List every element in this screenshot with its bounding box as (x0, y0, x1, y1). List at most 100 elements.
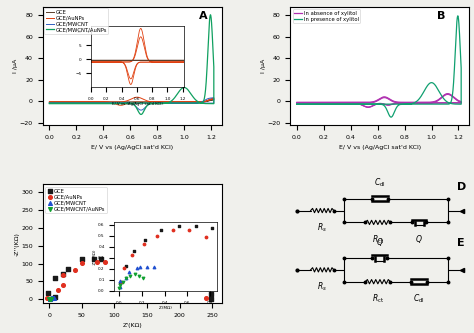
GCE (51, 275, 58, 281)
Legend: GCE, GCE/AuNPs, GCE/MWCNT, GCE/MWCNT/AuNPs: GCE, GCE/AuNPs, GCE/MWCNT, GCE/MWCNT/AuN… (46, 187, 107, 213)
GCE/AuNPs (165, 260, 173, 265)
In presence of xylitol (294, 102, 300, 106)
GCE/MWCNT/AuNPs (207, 102, 213, 106)
X-axis label: E/ V vs (Ag/AgCl sat'd KCl): E/ V vs (Ag/AgCl sat'd KCl) (338, 146, 421, 151)
GCE (78, 256, 85, 261)
Y-axis label: -Z''(KΩ): -Z''(KΩ) (15, 232, 20, 256)
Text: $Q$: $Q$ (415, 233, 423, 245)
GCE/AuNPs (125, 251, 133, 257)
GCE/MWCNT (46, 297, 53, 302)
Text: $R_s$: $R_s$ (317, 280, 327, 293)
Text: $R_s$: $R_s$ (317, 221, 327, 234)
GCE/MWCNT (67, 101, 73, 105)
Line: GCE: GCE (49, 99, 214, 102)
GCE/AuNPs (202, 295, 210, 300)
GCE/MWCNT/AuNPs (195, 101, 201, 105)
Text: $C_{\mathrm{dl}}$: $C_{\mathrm{dl}}$ (413, 292, 425, 305)
GCE/MWCNT/AuNPs (46, 297, 54, 302)
GCE/AuNPs (53, 100, 58, 104)
Text: A: A (199, 11, 207, 21)
GCE/AuNPs (46, 100, 52, 104)
GCE (207, 291, 215, 296)
GCE/AuNPs (46, 100, 52, 104)
GCE (211, 97, 217, 101)
GCE (105, 100, 111, 104)
GCE (91, 256, 98, 262)
Line: GCE/AuNPs: GCE/AuNPs (49, 97, 214, 105)
In presence of xylitol (294, 102, 300, 106)
GCE/AuNPs (59, 282, 67, 288)
GCE/AuNPs (54, 288, 62, 293)
Legend: In absence of xylitol, In presence of xylitol: In absence of xylitol, In presence of xy… (292, 9, 360, 23)
GCE/AuNPs (196, 282, 203, 287)
GCE/MWCNT (47, 296, 55, 301)
GCE/MWCNT (47, 296, 55, 301)
GCE/AuNPs (194, 274, 202, 279)
Line: GCE/MWCNT: GCE/MWCNT (49, 98, 214, 110)
GCE/MWCNT/AuNPs (149, 102, 155, 106)
GCE (135, 257, 143, 262)
GCE/MWCNT/AuNPs (47, 296, 55, 301)
In presence of xylitol (315, 102, 320, 106)
GCE/AuNPs (178, 269, 186, 275)
GCE/MWCNT/AuNPs (46, 102, 52, 106)
GCE/MWCNT (211, 96, 217, 100)
Line: In presence of xylitol: In presence of xylitol (297, 16, 461, 117)
GCE/AuNPs (101, 259, 109, 265)
GCE (207, 99, 213, 103)
GCE/MWCNT (105, 101, 111, 105)
GCE (45, 290, 52, 295)
In presence of xylitol (443, 102, 448, 106)
Text: $R_{\mathrm{ct}}$: $R_{\mathrm{ct}}$ (372, 292, 384, 305)
Text: $Q$: $Q$ (376, 236, 383, 248)
GCE/MWCNT (138, 108, 144, 112)
GCE (67, 100, 73, 104)
GCE/AuNPs (72, 268, 79, 273)
GCE/AuNPs (134, 95, 140, 99)
GCE/MWCNT (49, 295, 56, 301)
GCE (183, 263, 191, 269)
GCE/MWCNT/AuNPs (105, 101, 111, 105)
Text: C: C (182, 230, 191, 240)
In presence of xylitol (353, 102, 358, 106)
Y-axis label: I /μA: I /μA (13, 59, 18, 73)
GCE/AuNPs (200, 284, 207, 290)
Legend: GCE, GCE/AuNPs, GCE/MWCNT, GCE/MWCNT/AuNPs: GCE, GCE/AuNPs, GCE/MWCNT, GCE/MWCNT/AuN… (44, 8, 109, 34)
GCE (53, 100, 58, 104)
Text: $C_{\mathrm{dl}}$: $C_{\mathrm{dl}}$ (374, 176, 385, 189)
Text: D: D (457, 182, 466, 192)
GCE/MWCNT/AuNPs (138, 113, 144, 117)
Text: $R_{\mathrm{ct}}$: $R_{\mathrm{ct}}$ (372, 233, 384, 245)
GCE/MWCNT (195, 101, 201, 105)
GCE/AuNPs (196, 100, 201, 104)
GCE/MWCNT (53, 101, 58, 105)
GCE/AuNPs (118, 103, 124, 107)
GCE/MWCNT/AuNPs (46, 297, 53, 302)
GCE (192, 275, 200, 281)
GCE (46, 100, 52, 104)
GCE (64, 266, 71, 272)
GCE/AuNPs (149, 100, 155, 104)
In presence of xylitol (300, 102, 306, 106)
Text: B: B (437, 11, 446, 21)
Text: E: E (457, 238, 465, 248)
GCE/AuNPs (146, 257, 154, 262)
In presence of xylitol (455, 14, 461, 18)
GCE/MWCNT (46, 296, 54, 302)
GCE/AuNPs (44, 295, 51, 300)
GCE (149, 100, 155, 104)
GCE (97, 257, 105, 262)
GCE/AuNPs (105, 100, 111, 104)
GCE/AuNPs (59, 272, 67, 278)
In presence of xylitol (388, 115, 394, 119)
GCE/AuNPs (79, 260, 86, 266)
GCE/AuNPs (207, 98, 213, 102)
GCE/MWCNT/AuNPs (46, 101, 52, 105)
GCE/MWCNT (149, 102, 155, 106)
GCE (59, 272, 67, 277)
GCE (195, 278, 202, 283)
GCE/MWCNT/AuNPs (46, 296, 54, 302)
X-axis label: Z'(KΩ): Z'(KΩ) (122, 323, 142, 328)
GCE/MWCNT/AuNPs (46, 296, 54, 302)
GCE (51, 294, 58, 299)
